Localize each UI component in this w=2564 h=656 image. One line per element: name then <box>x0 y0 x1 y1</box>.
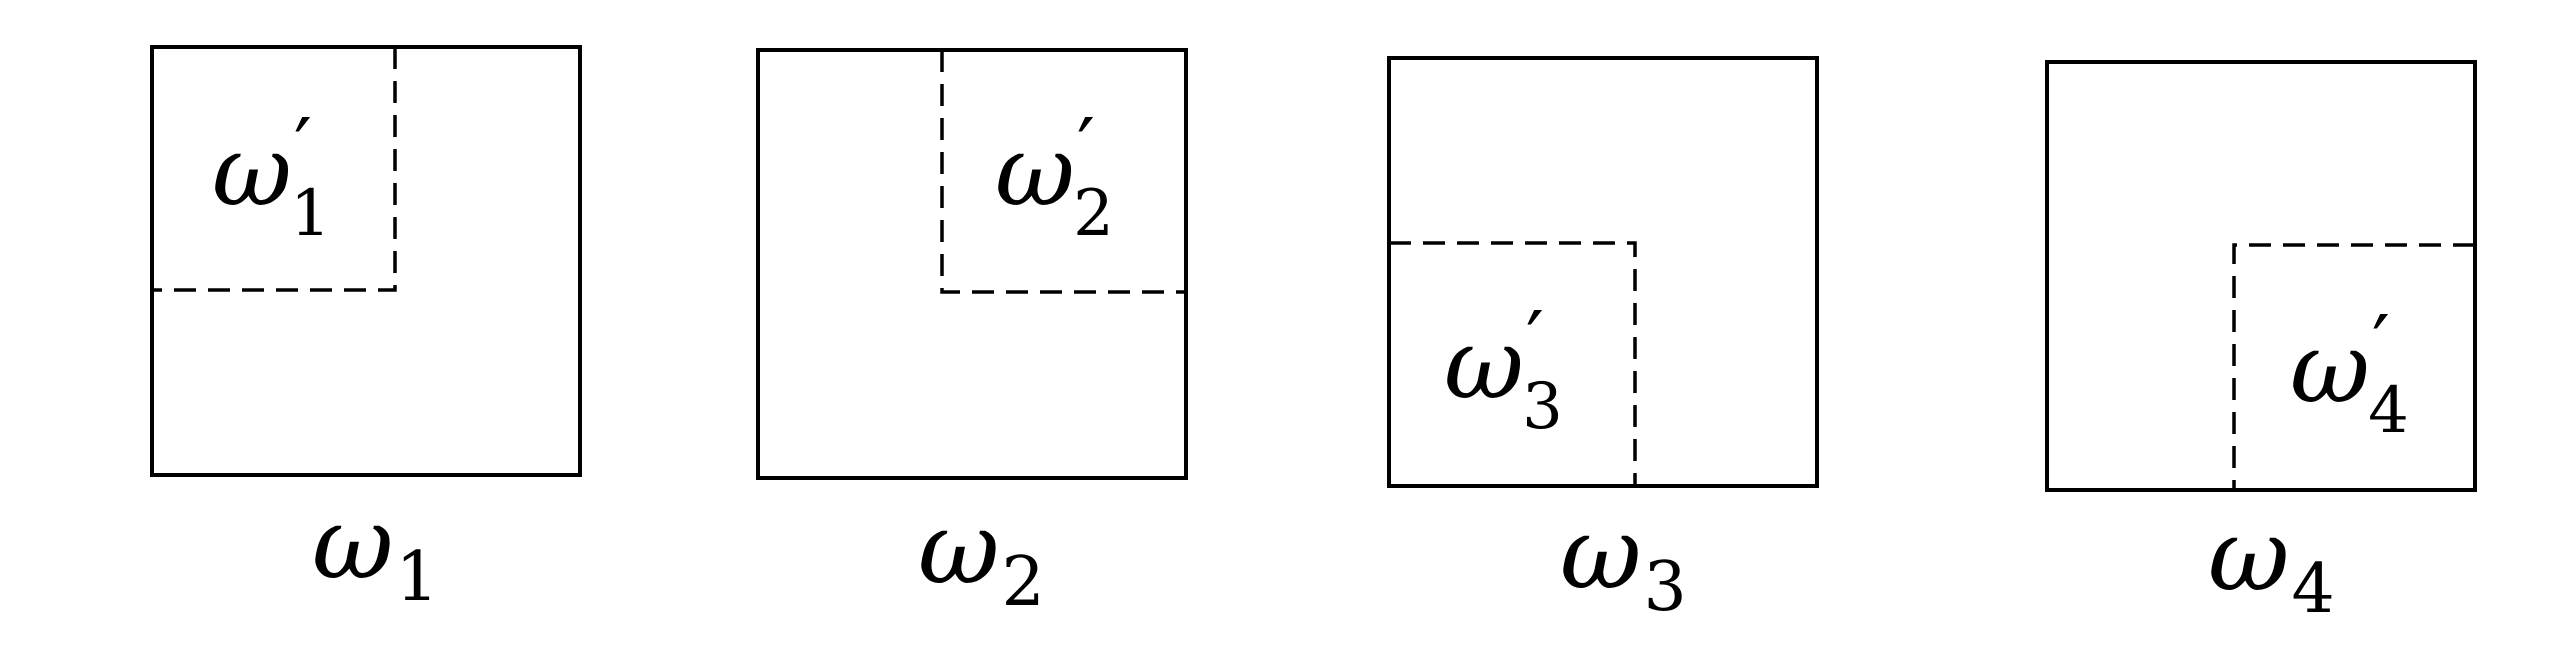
subregion-boundary-1 <box>152 47 397 292</box>
subregion-label-4: ω′ 4 <box>2290 298 2409 448</box>
subregion-boundary-4 <box>2232 243 2475 490</box>
subregion-label-2: ω′ 2 <box>995 101 1114 251</box>
domain-square-1 <box>150 45 582 477</box>
domain-label-2: ω2 <box>918 490 1045 622</box>
subregion-boundary-3 <box>1389 241 1637 486</box>
subregion-label-3: ω′ 3 <box>1444 294 1563 444</box>
domain-square-2 <box>756 48 1188 480</box>
panel-2: ω′ 2 ω2 <box>756 48 1188 622</box>
panel-4: ω′ 4 ω4 <box>2045 60 2477 629</box>
panel-3: ω′ 3 ω3 <box>1387 56 1819 627</box>
domain-label-3: ω3 <box>1560 495 1687 627</box>
domain-label-1: ω1 <box>312 485 439 617</box>
domain-square-3 <box>1387 56 1819 488</box>
domain-label-4: ω4 <box>2208 497 2335 629</box>
panel-1: ω′ 1 ω1 <box>150 45 582 617</box>
subregion-boundary-2 <box>940 50 1186 294</box>
subregion-label-1: ω′ 1 <box>212 101 331 251</box>
domain-square-4 <box>2045 60 2477 492</box>
